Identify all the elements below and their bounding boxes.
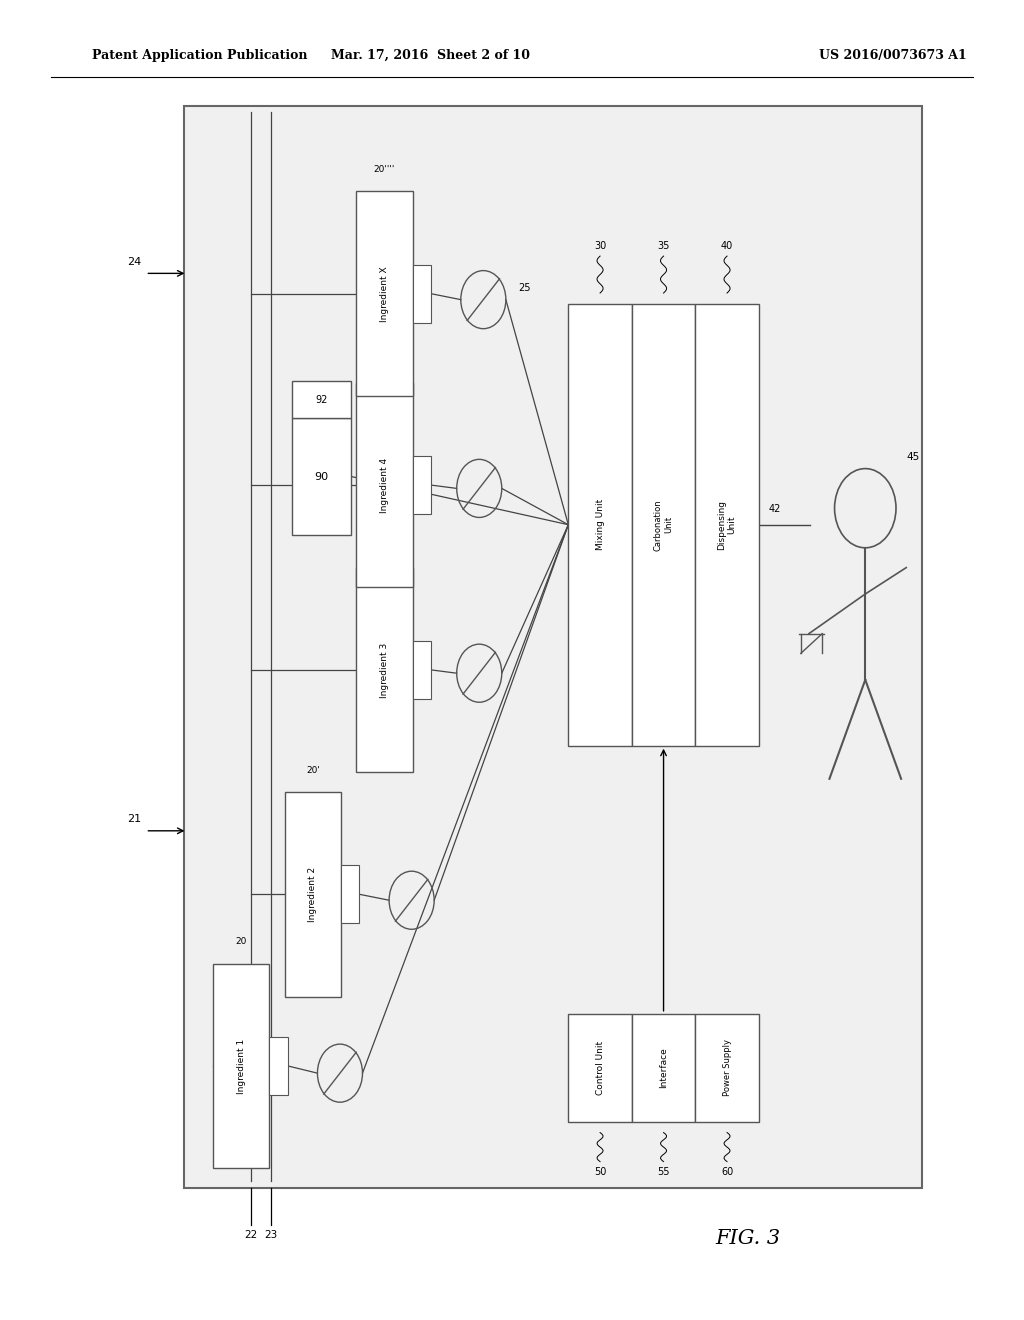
Text: 40: 40	[721, 240, 733, 251]
Text: Carbonation
Unit: Carbonation Unit	[654, 499, 673, 550]
Text: 20'': 20''	[377, 541, 392, 550]
Text: FIG. 3: FIG. 3	[715, 1229, 780, 1247]
Text: Mixing Unit: Mixing Unit	[596, 499, 604, 550]
Text: 24: 24	[127, 257, 141, 267]
Text: Interface: Interface	[659, 1048, 668, 1088]
FancyBboxPatch shape	[695, 304, 759, 746]
Text: 42: 42	[769, 504, 781, 513]
Text: 23: 23	[265, 1230, 278, 1241]
Text: 35: 35	[657, 240, 670, 251]
FancyBboxPatch shape	[269, 1038, 288, 1096]
FancyBboxPatch shape	[356, 383, 413, 587]
Text: Dispensing
Unit: Dispensing Unit	[718, 500, 736, 549]
Text: 50: 50	[594, 1167, 606, 1177]
FancyBboxPatch shape	[356, 568, 413, 772]
FancyBboxPatch shape	[292, 381, 351, 418]
FancyBboxPatch shape	[632, 1014, 695, 1122]
Text: 45: 45	[906, 451, 920, 462]
FancyBboxPatch shape	[632, 304, 695, 746]
FancyBboxPatch shape	[413, 642, 431, 700]
FancyBboxPatch shape	[568, 1014, 632, 1122]
Text: 20'''': 20''''	[374, 165, 395, 174]
Text: Ingredient 3: Ingredient 3	[380, 643, 389, 697]
Text: 20: 20	[236, 937, 247, 946]
FancyBboxPatch shape	[413, 264, 431, 323]
Text: Mar. 17, 2016  Sheet 2 of 10: Mar. 17, 2016 Sheet 2 of 10	[331, 49, 529, 62]
FancyBboxPatch shape	[356, 191, 413, 396]
Text: 60: 60	[721, 1167, 733, 1177]
FancyBboxPatch shape	[285, 792, 341, 997]
FancyBboxPatch shape	[568, 304, 632, 746]
Text: 90: 90	[314, 471, 329, 482]
FancyBboxPatch shape	[213, 964, 269, 1168]
FancyBboxPatch shape	[413, 455, 431, 513]
Text: 92: 92	[315, 395, 328, 405]
FancyBboxPatch shape	[292, 418, 351, 535]
Text: Power Supply: Power Supply	[723, 1039, 731, 1097]
Text: Ingredient 2: Ingredient 2	[308, 867, 317, 921]
Text: US 2016/0073673 A1: US 2016/0073673 A1	[819, 49, 967, 62]
Text: 55: 55	[657, 1167, 670, 1177]
Text: 21: 21	[127, 814, 141, 824]
FancyBboxPatch shape	[341, 866, 359, 924]
Text: Ingredient 1: Ingredient 1	[237, 1039, 246, 1093]
Text: Control Unit: Control Unit	[596, 1040, 604, 1096]
Text: 20''': 20'''	[375, 356, 394, 366]
FancyBboxPatch shape	[184, 106, 922, 1188]
Text: 20': 20'	[306, 766, 319, 775]
Text: Ingredient 4: Ingredient 4	[380, 458, 389, 512]
FancyBboxPatch shape	[695, 1014, 759, 1122]
Text: 25: 25	[518, 282, 530, 293]
Text: 22: 22	[245, 1230, 257, 1241]
Text: 30: 30	[594, 240, 606, 251]
Text: Ingredient X: Ingredient X	[380, 265, 389, 322]
Text: Patent Application Publication: Patent Application Publication	[92, 49, 307, 62]
